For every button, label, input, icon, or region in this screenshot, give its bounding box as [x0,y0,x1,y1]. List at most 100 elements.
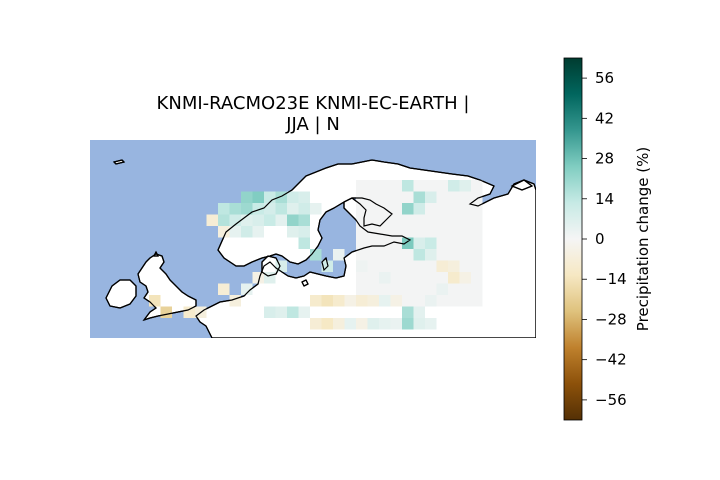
grid-cell-background [425,260,437,272]
colorbar: 56 42 28 14 0 −14 −28 −42 −56 Precipitation chan… [563,57,652,421]
grid-cell [264,306,276,318]
grid-cell-background [471,214,483,226]
grid-cell [252,203,264,215]
grid-cell-background [448,237,460,249]
grid-cell-background [390,203,402,215]
grid-cell [241,214,253,226]
grid-cell [298,306,310,318]
colorbar-tick-label: −42 [595,351,627,369]
grid-cell-background [471,295,483,307]
grid-cell [275,203,287,215]
grid-cell [413,203,425,215]
coastline [261,255,281,277]
grid-cell [298,203,310,215]
grid-cell-background [390,191,402,203]
grid-cell-background [379,226,391,238]
colorbar-tick-label: −28 [595,310,627,328]
grid-cell-background [356,249,368,261]
grid-cell [264,214,276,226]
grid-cell-background [413,180,425,192]
grid-cell-background [436,180,448,192]
grid-cell-background [413,283,425,295]
grid-cell [264,191,276,203]
grid-cell [413,249,425,261]
grid-cell [390,318,402,330]
grid-cell-background [471,249,483,261]
grid-cell-background [390,249,402,261]
grid-cell [298,237,310,249]
grid-cell [229,214,241,226]
grid-cell-background [356,191,368,203]
grid-cell [413,318,425,330]
grid-cell-background [367,237,379,249]
grid-cell-background [402,272,414,284]
grid-cell-background [402,249,414,261]
grid-cell [298,191,310,203]
grid-cell-background [436,272,448,284]
grid-cell-background [356,272,368,284]
grid-cell-background [413,214,425,226]
grid-cell [448,260,460,272]
coastline [510,179,534,191]
grid-cell-background [379,260,391,272]
colorbar-tick-label: −14 [595,270,627,288]
grid-cell-background [413,226,425,238]
grid-cell [287,306,299,318]
grid-cell-background [436,295,448,307]
grid-cell [241,203,253,215]
grid-cell [241,191,253,203]
grid-cell [425,318,437,330]
grid-cell-background [436,203,448,215]
colorbar-tick-label: −56 [595,391,627,409]
grid-cell [275,214,287,226]
grid-cell-background [356,283,368,295]
grid-cell [149,295,161,307]
grid-cell-background [448,249,460,261]
grid-cell-background [448,203,460,215]
grid-cell [264,203,276,215]
grid-cell [367,318,379,330]
grid-cell-background [379,191,391,203]
grid-cell-background [402,214,414,226]
grid-cell [333,249,345,261]
coastline [321,256,329,272]
grid-cell [264,272,276,284]
grid-cell [379,318,391,330]
grid-cell-background [471,237,483,249]
colorbar-tick-label: 0 [595,230,605,248]
grid-cell [287,214,299,226]
grid-cell [459,180,471,192]
grid-cell-background [436,214,448,226]
grid-cell [275,260,287,272]
grid-cell-background [448,191,460,203]
grid-cell-background [367,180,379,192]
grid-cell-background [367,272,379,284]
grid-cell-background [425,214,437,226]
grid-cell [229,203,241,215]
grid-cell [310,295,322,307]
grid-cell [402,306,414,318]
grid-cell-background [436,191,448,203]
grid-cell [425,249,437,261]
grid-cell [356,260,368,272]
coastline [301,279,309,287]
grid-cell [425,237,437,249]
grid-cell-background [425,226,437,238]
grid-cell [402,180,414,192]
grid-cell [218,214,230,226]
grid-cell [402,203,414,215]
grid-cell [413,237,425,249]
colorbar-tick-label: 28 [595,150,614,168]
grid-cell [160,306,172,318]
grid-cell [436,283,448,295]
grid-cell-background [390,283,402,295]
grid-cell-background [471,180,483,192]
grid-cell [252,214,264,226]
grid-cell-background [448,283,460,295]
grid-cell-background [448,226,460,238]
grid-cell [379,295,391,307]
colorbar-tick-label: 14 [595,190,614,208]
grid-cell-background [367,203,379,215]
grid-cell-background [436,226,448,238]
